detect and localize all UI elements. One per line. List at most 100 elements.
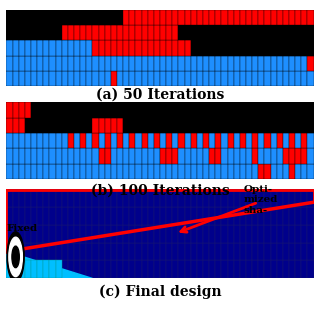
- Bar: [191, 102, 197, 118]
- Bar: [228, 164, 234, 179]
- Bar: [179, 71, 185, 86]
- Bar: [203, 225, 209, 243]
- Bar: [246, 189, 252, 207]
- Bar: [154, 133, 160, 148]
- Bar: [62, 40, 68, 56]
- Bar: [105, 133, 111, 148]
- Bar: [56, 260, 62, 278]
- Bar: [92, 40, 99, 56]
- Bar: [56, 243, 62, 260]
- Bar: [289, 243, 295, 260]
- Bar: [6, 260, 12, 278]
- Bar: [252, 71, 258, 86]
- Bar: [258, 56, 264, 71]
- Bar: [141, 148, 148, 164]
- Bar: [308, 164, 314, 179]
- Bar: [277, 243, 283, 260]
- Bar: [19, 164, 25, 179]
- Bar: [99, 148, 105, 164]
- Bar: [283, 71, 289, 86]
- Bar: [252, 189, 258, 207]
- Bar: [160, 148, 166, 164]
- Bar: [264, 189, 271, 207]
- Bar: [240, 40, 246, 56]
- Bar: [12, 102, 19, 118]
- Bar: [123, 102, 129, 118]
- Bar: [25, 148, 31, 164]
- Bar: [80, 189, 86, 207]
- Bar: [123, 189, 129, 207]
- Bar: [99, 40, 105, 56]
- Bar: [129, 40, 135, 56]
- Bar: [258, 25, 264, 40]
- Bar: [92, 10, 99, 25]
- Bar: [215, 56, 221, 71]
- Bar: [62, 207, 68, 225]
- Bar: [43, 207, 49, 225]
- Bar: [99, 260, 105, 278]
- Bar: [68, 207, 74, 225]
- Bar: [258, 40, 264, 56]
- Bar: [172, 260, 179, 278]
- Bar: [6, 40, 12, 56]
- Bar: [160, 243, 166, 260]
- Bar: [86, 25, 92, 40]
- Bar: [117, 56, 123, 71]
- Bar: [25, 118, 31, 133]
- Bar: [289, 207, 295, 225]
- Bar: [258, 260, 264, 278]
- Bar: [68, 71, 74, 86]
- Bar: [56, 102, 62, 118]
- Bar: [166, 260, 172, 278]
- Bar: [277, 40, 283, 56]
- Bar: [12, 10, 19, 25]
- Bar: [99, 225, 105, 243]
- Bar: [148, 207, 154, 225]
- Bar: [154, 25, 160, 40]
- Bar: [252, 118, 258, 133]
- Bar: [105, 189, 111, 207]
- Bar: [74, 56, 80, 71]
- Bar: [240, 225, 246, 243]
- Bar: [252, 102, 258, 118]
- Bar: [12, 56, 19, 71]
- Bar: [264, 133, 271, 148]
- Bar: [252, 260, 258, 278]
- Bar: [117, 225, 123, 243]
- Bar: [105, 102, 111, 118]
- Bar: [92, 207, 99, 225]
- Bar: [209, 102, 215, 118]
- Bar: [37, 148, 43, 164]
- Bar: [160, 164, 166, 179]
- Bar: [148, 225, 154, 243]
- Bar: [31, 148, 37, 164]
- Bar: [105, 10, 111, 25]
- Bar: [258, 164, 264, 179]
- Bar: [252, 225, 258, 243]
- Bar: [74, 133, 80, 148]
- Bar: [31, 133, 37, 148]
- Bar: [56, 71, 62, 86]
- Bar: [80, 164, 86, 179]
- Bar: [43, 189, 49, 207]
- Bar: [191, 56, 197, 71]
- Bar: [105, 164, 111, 179]
- Bar: [25, 133, 31, 148]
- Bar: [264, 25, 271, 40]
- Bar: [221, 148, 228, 164]
- Bar: [301, 102, 308, 118]
- Bar: [148, 148, 154, 164]
- Bar: [74, 189, 80, 207]
- Bar: [111, 25, 117, 40]
- Bar: [172, 189, 179, 207]
- Bar: [271, 40, 277, 56]
- Bar: [129, 56, 135, 71]
- Bar: [117, 102, 123, 118]
- Bar: [74, 260, 80, 278]
- Bar: [283, 260, 289, 278]
- Bar: [264, 148, 271, 164]
- Bar: [86, 133, 92, 148]
- Bar: [301, 225, 308, 243]
- Bar: [172, 25, 179, 40]
- Bar: [221, 25, 228, 40]
